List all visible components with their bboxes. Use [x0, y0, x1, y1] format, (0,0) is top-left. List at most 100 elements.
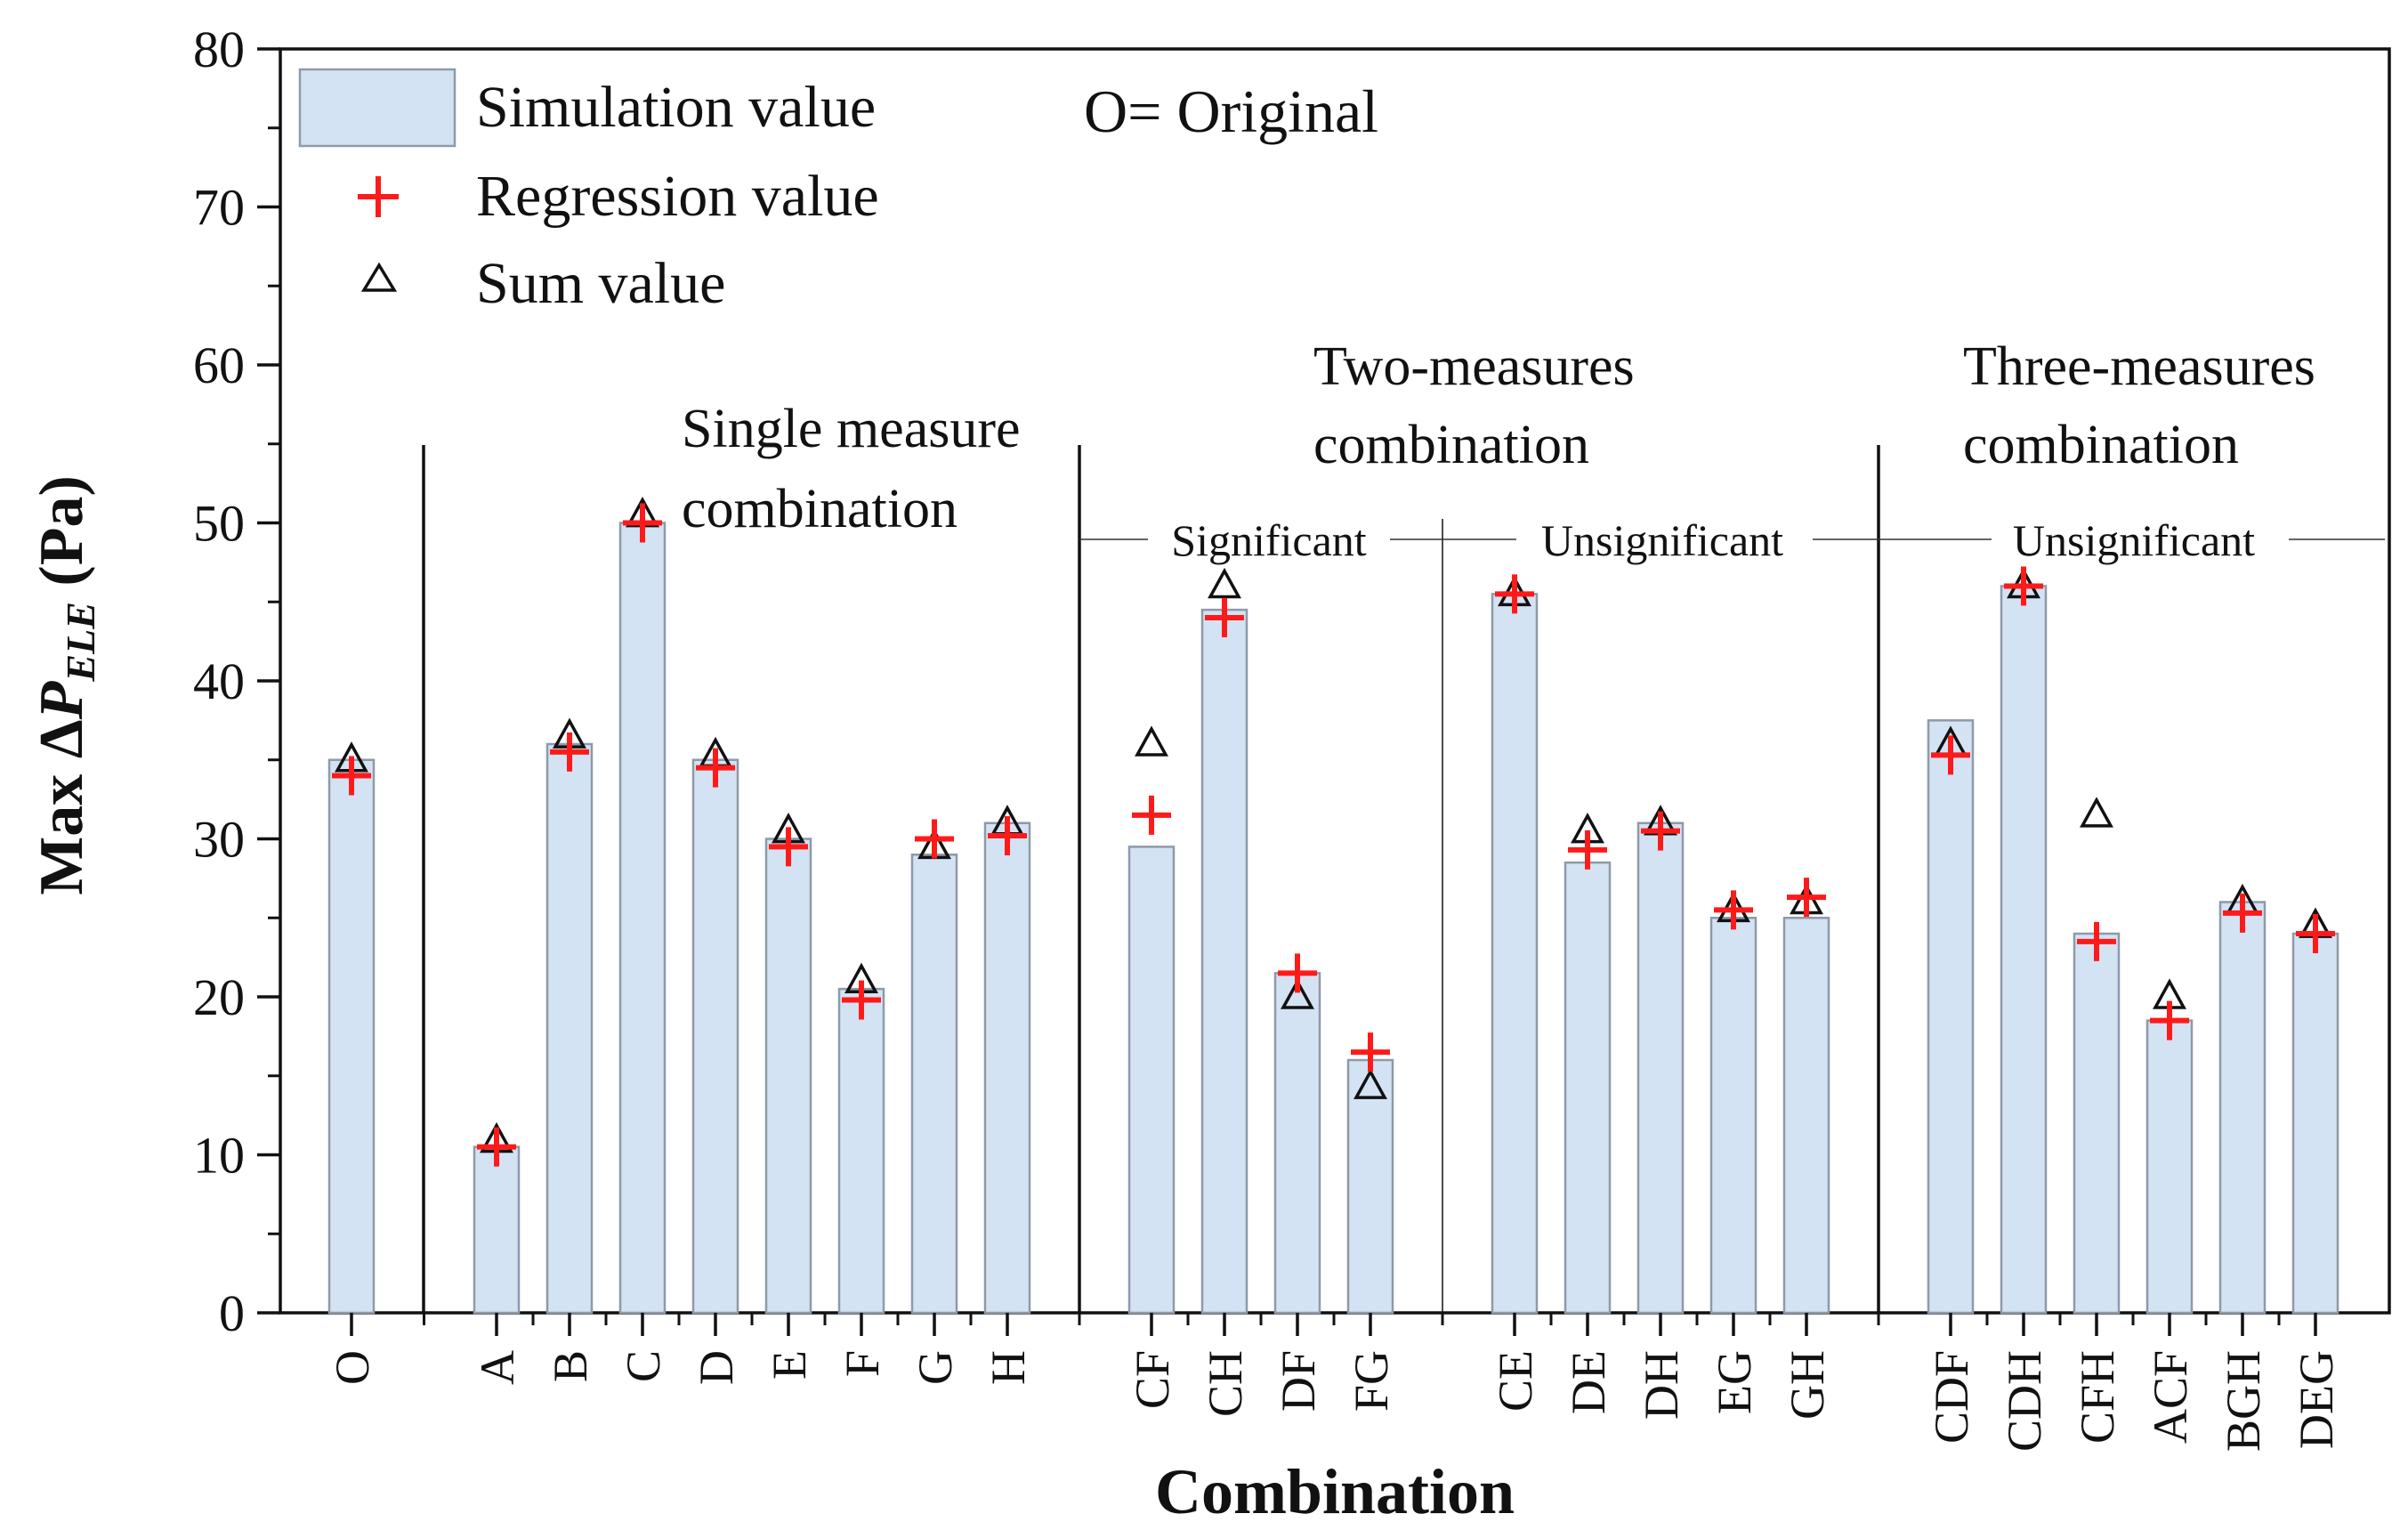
- x-tick-label-DH: DH: [1635, 1350, 1688, 1420]
- regression-marker-EG: [1714, 890, 1753, 930]
- x-axis: O A B C D E F G H CF CH DF FG CE DE DH EG GH CDF CDH CFH ACF B…: [326, 1313, 2343, 1452]
- subgroup-label-unsignificant-two: Unsignificant: [1541, 515, 1783, 565]
- x-tick-label-F: F: [836, 1350, 889, 1377]
- x-tick-label-A: A: [471, 1350, 524, 1385]
- regression-marker-CDH: [2004, 566, 2043, 606]
- regression-marker-D: [696, 748, 735, 788]
- y-tick-label-20: 20: [193, 968, 245, 1026]
- bar-CH: [1200, 608, 1248, 1315]
- bar-B: [545, 742, 594, 1315]
- regression-marker-CFH: [2077, 921, 2116, 961]
- x-tick-label-DE: DE: [1562, 1350, 1615, 1414]
- y-tick-label-50: 50: [193, 495, 245, 553]
- group-label-two-line2: combination: [1313, 415, 1589, 475]
- y-axis-title: Max ΔPELE (Pa): [28, 475, 103, 895]
- x-axis-title: Combination: [1155, 1456, 1515, 1527]
- bar-DEG: [2291, 932, 2339, 1315]
- legend: Simulation value Regression value Sum valu…: [298, 68, 1378, 316]
- regression-marker-A: [477, 1127, 516, 1167]
- legend-swatch-sum: [360, 262, 398, 292]
- regression-marker-DH: [1641, 811, 1680, 851]
- legend-label-sum: Sum value: [476, 251, 725, 316]
- subgroup-label-unsignificant-three: Unsignificant: [2013, 515, 2255, 565]
- x-tick-label-C: C: [617, 1350, 670, 1382]
- y-axis-title-symbol: P: [28, 680, 96, 720]
- group-label-three-line1: Three-measures: [1963, 336, 2315, 397]
- y-axis-title-prefix: Max Δ: [28, 719, 96, 894]
- x-tick-label-CH: CH: [1199, 1350, 1252, 1417]
- bar-A: [473, 1145, 521, 1315]
- regression-marker-DF: [1278, 953, 1317, 993]
- regression-marker-C: [623, 503, 662, 543]
- x-tick-label-E: E: [763, 1350, 816, 1380]
- regression-marker-DEG: [2296, 914, 2335, 953]
- bar-E: [764, 838, 812, 1315]
- subgroup-label-significant: Significant: [1171, 515, 1367, 565]
- y-axis-title-subscript: ELE: [58, 602, 103, 682]
- x-tick-label-ACF: ACF: [2144, 1350, 2197, 1444]
- x-tick-label-DEG: DEG: [2290, 1350, 2343, 1449]
- sum-marker-CH: [1208, 567, 1241, 599]
- legend-label-simulation: Simulation value: [476, 75, 876, 140]
- y-tick-label-40: 40: [193, 652, 245, 710]
- x-tick-label-FG: FG: [1345, 1350, 1398, 1412]
- bar-DF: [1273, 972, 1321, 1315]
- y-tick-label-80: 80: [193, 20, 245, 78]
- regression-marker-CF: [1132, 795, 1171, 835]
- regression-marker-B: [550, 732, 589, 772]
- x-tick-label-D: D: [690, 1350, 743, 1385]
- bar-O: [327, 758, 376, 1315]
- x-tick-label-H: H: [982, 1350, 1035, 1385]
- bar-H: [983, 822, 1031, 1315]
- bar-F: [837, 987, 885, 1315]
- bar-CDF: [1927, 719, 1975, 1315]
- x-tick-label-CFH: CFH: [2071, 1350, 2124, 1444]
- regression-marker-GH: [1787, 878, 1826, 918]
- x-tick-label-CF: CF: [1126, 1350, 1179, 1409]
- x-tick-label-CDF: CDF: [1925, 1350, 1978, 1444]
- sum-marker-FG: [1353, 1068, 1387, 1099]
- regression-marker-FG: [1351, 1032, 1390, 1073]
- group-label-three-line2: combination: [1963, 415, 2239, 475]
- y-axis: 0 10 20 30 40 50 60 70 80: [193, 20, 280, 1342]
- x-tick-label-CE: CE: [1489, 1350, 1542, 1412]
- y-tick-label-0: 0: [219, 1284, 245, 1342]
- x-tick-label-GH: GH: [1781, 1350, 1834, 1420]
- x-tick-label-CDH: CDH: [1998, 1350, 2051, 1452]
- x-tick-label-EG: EG: [1708, 1350, 1761, 1414]
- group-label-single-line2: combination: [682, 479, 958, 539]
- plot-frame: [279, 47, 2391, 1315]
- bar-D: [691, 758, 739, 1315]
- regression-marker-BGH: [2223, 893, 2262, 933]
- regression-marker-E: [769, 827, 808, 867]
- y-tick-label-70: 70: [193, 179, 245, 237]
- legend-note-original: O= Original: [1084, 77, 1378, 145]
- bar-BGH: [2218, 901, 2267, 1315]
- bar-FG: [1346, 1058, 1394, 1315]
- sum-marker-CF: [1135, 725, 1168, 757]
- group-labels: Single measure combination Two-measures com…: [682, 336, 2315, 565]
- bar-CF: [1127, 846, 1176, 1315]
- bar-GH: [1782, 917, 1830, 1315]
- regression-marker-H: [988, 815, 1027, 855]
- regression-marker-O: [332, 756, 371, 796]
- regression-marker-G: [915, 819, 954, 859]
- y-axis-title-unit: (Pa): [28, 475, 96, 602]
- bar-ACF: [2145, 1019, 2194, 1315]
- regression-marker-CE: [1495, 574, 1534, 614]
- regression-marker-CH: [1205, 598, 1244, 637]
- group-label-two-line1: Two-measures: [1313, 336, 1635, 397]
- bar-CDH: [2000, 585, 2048, 1315]
- y-tick-label-30: 30: [193, 811, 245, 869]
- bar-DH: [1636, 822, 1685, 1315]
- regression-marker-F: [842, 980, 881, 1020]
- group-label-single-line1: Single measure: [682, 399, 1021, 459]
- sum-marker-DF: [1281, 978, 1314, 1009]
- x-tick-label-O: O: [326, 1350, 379, 1385]
- legend-label-regression: Regression value: [476, 164, 879, 229]
- bars-group: [327, 522, 2339, 1315]
- sum-marker-CFH: [2080, 797, 2113, 828]
- bar-CFH: [2073, 932, 2121, 1315]
- x-tick-label-B: B: [544, 1350, 597, 1382]
